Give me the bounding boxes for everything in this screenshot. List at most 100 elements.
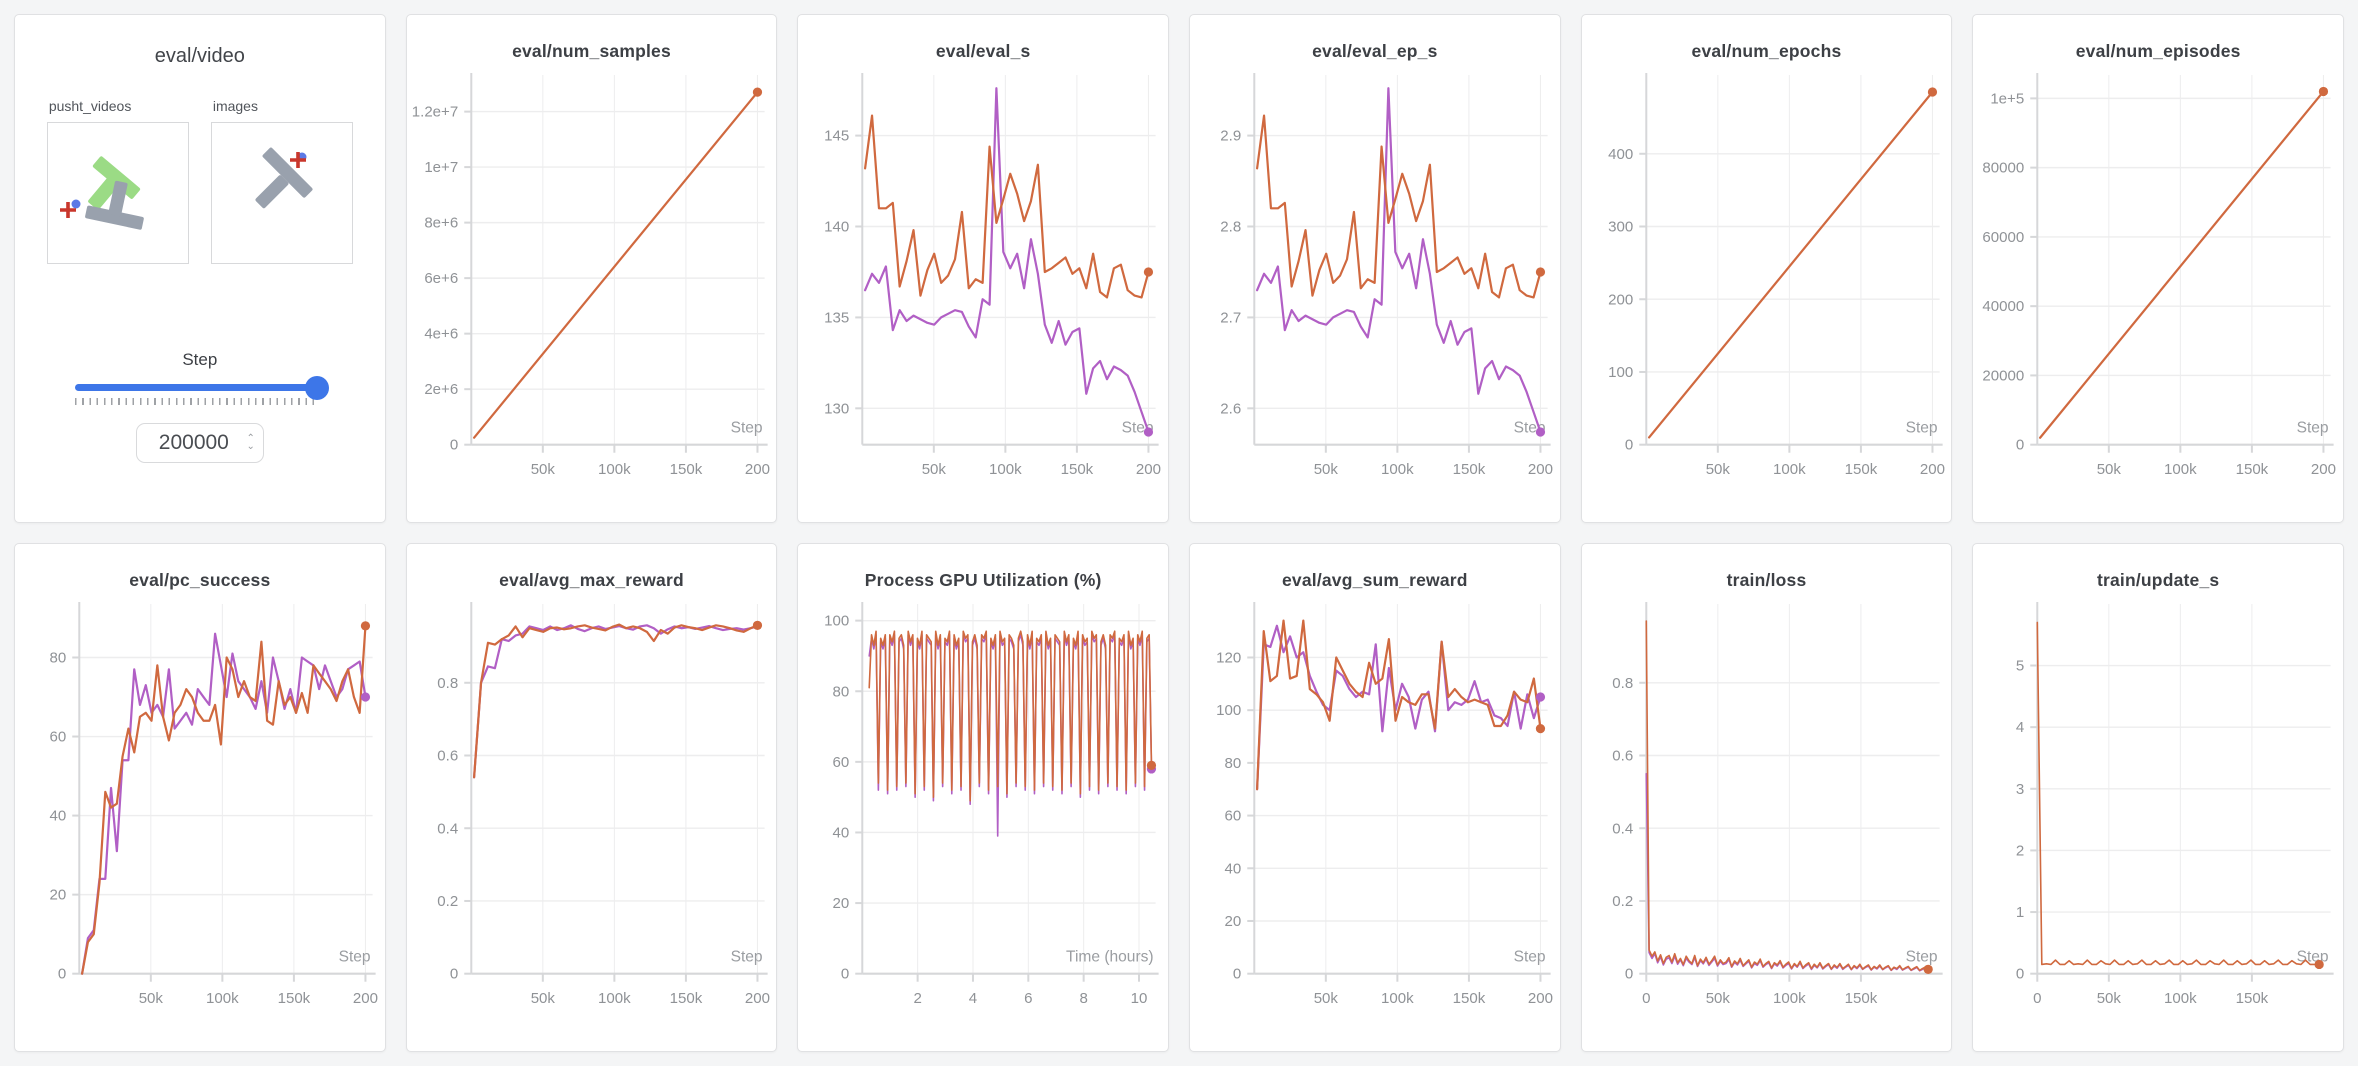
y-tick-label: 120: [1216, 650, 1241, 667]
y-tick-label: 4: [2016, 719, 2024, 736]
panel-train-loss: train/loss 0 0.2 0.4 0.6 0.8 0 50k 100k 150k Step: [1580, 543, 1953, 1052]
x-tick-label: 10: [1131, 990, 1148, 1007]
chart-canvas[interactable]: 0 20 40 60 80 100 2 4 6 8 10 Time (hours): [798, 591, 1168, 1051]
y-tick-label: 0.8: [1612, 675, 1633, 692]
x-tick-label: 50k: [1705, 990, 1730, 1007]
x-tick-label: 200: [1920, 461, 1945, 478]
panel-eval-pc-success: eval/pc_success 0 20 40 60 80 50k 100k 150k 200 St…: [14, 543, 386, 1052]
y-tick-label: 80: [49, 650, 66, 667]
x-axis-label: Step: [1905, 420, 1937, 437]
chart-canvas[interactable]: 0 20 40 60 80 50k 100k 150k 200 Step: [15, 591, 385, 1051]
thumbnail-label: images: [212, 98, 258, 114]
step-down-icon[interactable]: ⌄: [246, 441, 255, 452]
x-axis-label: Step: [1905, 949, 1937, 966]
series-line-run-orange: [472, 623, 759, 779]
x-tick-label: 200: [1528, 461, 1553, 478]
stepper-arrows[interactable]: ⌃ ⌄: [246, 433, 255, 452]
x-tick-label: 50k: [1705, 461, 1730, 478]
goal-cross: [59, 202, 76, 218]
y-tick-label: 0: [2016, 966, 2024, 983]
series-line-run-orange: [472, 91, 759, 439]
x-tick-label: 100k: [1773, 461, 1806, 478]
panel-title: eval/video: [154, 45, 245, 67]
x-tick-label: 150k: [669, 461, 702, 478]
chart-canvas[interactable]: 0 20000 40000 60000 80000 1e+5 50k 100k 150k 200 S…: [1973, 62, 2343, 522]
series-line-run-purple: [472, 624, 759, 779]
x-axis-label: Step: [730, 949, 762, 966]
y-tick-label: 6e+6: [424, 270, 458, 287]
step-input[interactable]: [135, 423, 264, 463]
panel-title: Process GPU Utilization (%): [864, 570, 1102, 590]
y-tick-label: 400: [1608, 146, 1633, 163]
x-tick-label: 2: [914, 990, 922, 1007]
series-line-run-orange: [2036, 621, 2321, 966]
pusht-video-thumbnail[interactable]: [46, 122, 189, 264]
step-control: Step ⌃ ⌄: [15, 350, 385, 463]
y-tick-label: 2.6: [1220, 400, 1241, 417]
panel-title: train/loss: [1726, 570, 1807, 590]
x-axis-label: Step: [1514, 949, 1546, 966]
step-input-box[interactable]: ⌃ ⌄: [135, 423, 264, 463]
x-tick-label: 150k: [1844, 461, 1877, 478]
y-tick-label: 1: [2016, 904, 2024, 921]
step-slider[interactable]: [74, 375, 329, 405]
series-endpoint-run-orange: [1927, 87, 1937, 97]
y-tick-label: 1e+7: [424, 159, 458, 176]
step-slider-label: Step: [182, 350, 218, 369]
y-tick-label: 3: [2016, 781, 2024, 798]
series-line-run-orange: [864, 114, 1150, 299]
x-tick-label: 150k: [1061, 461, 1094, 478]
y-tick-label: 1.2e+7: [411, 104, 457, 121]
x-tick-label: 150k: [669, 990, 702, 1007]
slider-track[interactable]: [74, 375, 329, 400]
chart-canvas[interactable]: 0 20 40 60 80 100 120 50k 100k 150k 200 Step: [1190, 591, 1560, 1051]
chart-canvas[interactable]: 0 0.2 0.4 0.6 0.8 0 50k 100k 150k Step: [1582, 591, 1952, 1051]
images-thumbnail[interactable]: [210, 122, 353, 264]
y-tick-label: 0.8: [437, 675, 458, 692]
chart-canvas[interactable]: 0 100 200 300 400 50k 100k 150k 200 Step: [1582, 62, 1952, 522]
x-tick-label: 200: [353, 990, 378, 1007]
y-tick-label: 20: [833, 895, 850, 912]
series-endpoint-run-orange: [1147, 760, 1157, 771]
y-tick-label: 0: [2016, 437, 2024, 454]
series-endpoint-run-orange: [1535, 267, 1546, 277]
panel-title: eval/eval_s: [935, 41, 1031, 61]
x-tick-label: 150k: [2236, 990, 2269, 1007]
x-tick-label: 200: [745, 990, 770, 1007]
x-tick-label: 0: [2033, 990, 2041, 1007]
media-thumbnails: pusht_videos: [15, 98, 385, 264]
y-tick-label: 40000: [1983, 298, 2025, 315]
panel-title: eval/eval_ep_s: [1312, 41, 1438, 61]
y-tick-label: 40: [49, 808, 66, 825]
panel-eval-num-episodes: eval/num_episodes 0 20000 40000 60000 80000 1e…: [1972, 14, 2344, 523]
series-endpoint-run-orange: [2319, 86, 2329, 97]
slider-thumb[interactable]: [304, 375, 329, 400]
x-tick-label: 150k: [1453, 461, 1486, 478]
y-tick-label: 2: [2016, 842, 2024, 859]
agent-dot: [71, 199, 81, 209]
panel-title: eval/avg_sum_reward: [1281, 570, 1468, 590]
y-tick-label: 0: [1233, 966, 1241, 983]
y-tick-label: 0: [1625, 966, 1633, 983]
x-tick-label: 50k: [139, 990, 164, 1007]
step-up-icon[interactable]: ⌃: [246, 433, 255, 444]
panel-title: eval/avg_max_reward: [499, 570, 684, 590]
x-tick-label: 100k: [1773, 990, 1806, 1007]
chart-canvas[interactable]: 0 2e+6 4e+6 6e+6 8e+6 1e+7 1.2e+7 50k 100k 150k 20…: [407, 62, 777, 522]
y-tick-label: 60: [49, 729, 66, 746]
x-axis-label: Step: [2297, 420, 2329, 437]
y-tick-label: 2.7: [1220, 309, 1241, 326]
y-tick-label: 300: [1608, 219, 1633, 236]
x-tick-label: 50k: [530, 990, 555, 1007]
x-tick-label: 0: [1642, 990, 1650, 1007]
panel-title: eval/num_epochs: [1691, 41, 1842, 61]
series-line-run-orange: [80, 624, 367, 975]
chart-canvas[interactable]: 0 0.2 0.4 0.6 0.8 50k 100k 150k 200 Step: [407, 591, 777, 1051]
panel-eval-avg-max-reward: eval/avg_max_reward 0 0.2 0.4 0.6 0.8 50k 100k 1…: [405, 543, 778, 1052]
panel-eval-num-samples: eval/num_samples 0 2e+6 4e+6 6e+6 8e+6 1e+7 1.2…: [405, 14, 778, 523]
y-tick-label: 0: [58, 966, 66, 983]
series-line-run-orange: [2039, 90, 2325, 439]
